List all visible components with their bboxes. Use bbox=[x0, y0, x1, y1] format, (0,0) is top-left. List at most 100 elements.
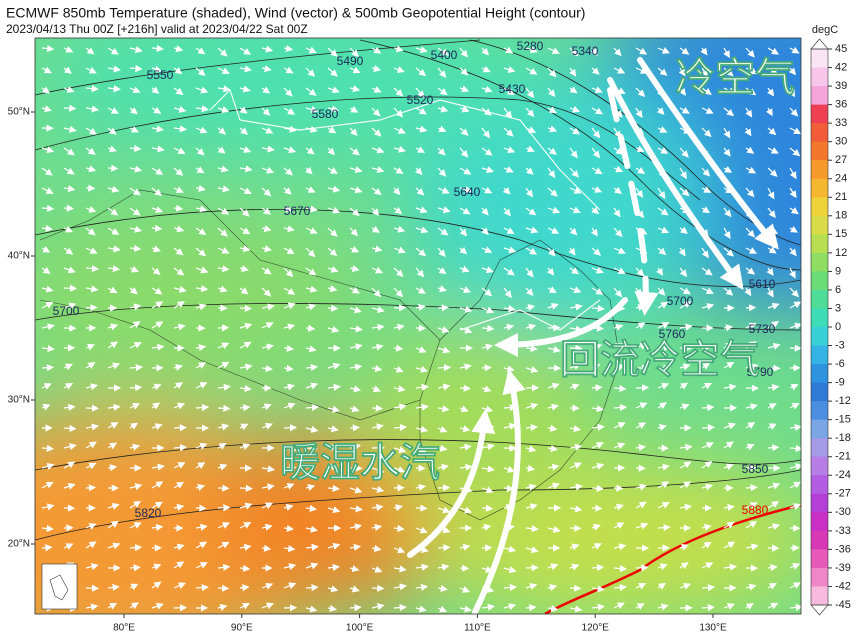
colorbar-top bbox=[811, 39, 828, 49]
colorbar-label: -24 bbox=[835, 469, 851, 481]
lon-label: 110°E bbox=[464, 623, 491, 634]
colorbar-label: -15 bbox=[835, 414, 851, 426]
lat-label: 30°N bbox=[8, 395, 30, 406]
wind-vector bbox=[130, 387, 141, 388]
colorbar-label: 15 bbox=[835, 228, 847, 240]
colorbar-segment bbox=[811, 438, 828, 457]
contour-label: 5280 bbox=[517, 39, 544, 53]
contour-label: 5580 bbox=[312, 107, 339, 121]
wind-vector bbox=[636, 567, 647, 568]
contour-label: 5700 bbox=[667, 294, 694, 308]
colorbar-label: -39 bbox=[835, 562, 851, 574]
colorbar-segment bbox=[811, 234, 828, 253]
colorbar-segment bbox=[811, 160, 828, 179]
contour-label: 5670 bbox=[284, 204, 311, 218]
colorbar-segment bbox=[811, 531, 828, 550]
wind-vector bbox=[196, 587, 208, 588]
contour-label: 5340 bbox=[572, 44, 599, 58]
colorbar-segment bbox=[811, 346, 828, 365]
wind-vector bbox=[526, 607, 535, 608]
wind-vector bbox=[482, 367, 491, 368]
colorbar-segment bbox=[811, 290, 828, 309]
wind-vector bbox=[64, 288, 76, 289]
wind-vector bbox=[592, 508, 601, 509]
colorbar-segment bbox=[811, 475, 828, 494]
lon-label: 120°E bbox=[582, 623, 610, 634]
wind-vector bbox=[108, 168, 117, 169]
contour-label: 5850 bbox=[742, 462, 769, 476]
contour-label: 5640 bbox=[454, 185, 481, 199]
colorbar-label: -9 bbox=[835, 377, 845, 389]
wind-vector bbox=[438, 367, 450, 368]
contour-label: 5730 bbox=[749, 322, 776, 336]
colorbar-label: -36 bbox=[835, 543, 851, 555]
colorbar-label: 9 bbox=[835, 265, 841, 277]
colorbar-label: -21 bbox=[835, 451, 851, 463]
contour-label: 5820 bbox=[135, 506, 162, 520]
colorbar-label: 45 bbox=[835, 43, 847, 55]
colorbar-label: -18 bbox=[835, 432, 851, 444]
annotation: 冷空气 bbox=[675, 55, 795, 101]
colorbar-label: 18 bbox=[835, 210, 847, 222]
colorbar-segment bbox=[811, 568, 828, 587]
wind-vector bbox=[328, 308, 337, 309]
contour-label: 5610 bbox=[749, 277, 776, 291]
wind-vector bbox=[284, 427, 296, 428]
colorbar-label: -12 bbox=[835, 395, 851, 407]
wind-vector bbox=[86, 307, 97, 308]
wind-vector bbox=[240, 308, 251, 309]
wind-vector bbox=[746, 487, 757, 488]
contour-label: 5400 bbox=[431, 48, 458, 62]
lon-label: 100°E bbox=[346, 623, 374, 634]
subtitle: 2023/04/13 Thu 00Z [+216h] valid at 2023… bbox=[6, 22, 308, 36]
wind-vector bbox=[438, 307, 448, 308]
colorbar-label: 12 bbox=[835, 247, 847, 259]
colorbar-segment bbox=[811, 271, 828, 290]
colorbar-segment bbox=[811, 197, 828, 216]
colorbar-label: 39 bbox=[835, 80, 847, 92]
wind-vector bbox=[702, 427, 714, 428]
colorbar-label: 0 bbox=[835, 321, 841, 333]
colorbar-segment bbox=[811, 308, 828, 327]
wind-vector bbox=[86, 487, 95, 488]
wind-vector bbox=[218, 408, 229, 409]
colorbar-segment bbox=[811, 494, 828, 513]
colorbar-label: 30 bbox=[835, 136, 847, 148]
wind-vector bbox=[130, 547, 141, 548]
colorbar-segment bbox=[811, 364, 828, 383]
wind-vector bbox=[702, 587, 714, 588]
lat-label: 20°N bbox=[8, 539, 30, 550]
wind-vector bbox=[350, 427, 359, 428]
contour-label: 5550 bbox=[147, 68, 174, 82]
colorbar-segment bbox=[811, 327, 828, 346]
colorbar-label: 42 bbox=[835, 61, 847, 73]
contour-label: 5700 bbox=[53, 304, 80, 318]
colorbar-label: -45 bbox=[835, 599, 851, 611]
lon-label: 130°E bbox=[699, 623, 727, 634]
wind-vector bbox=[64, 428, 75, 429]
wind-vector bbox=[438, 547, 449, 548]
wind-vector bbox=[394, 607, 406, 608]
colorbar-segment bbox=[811, 549, 828, 568]
colorbar-segment bbox=[811, 216, 828, 235]
wind-vector bbox=[658, 527, 670, 528]
colorbar-label: 33 bbox=[835, 117, 847, 129]
colorbar-segment bbox=[811, 49, 828, 68]
wind-vector bbox=[42, 367, 53, 368]
colorbar-label: 6 bbox=[835, 284, 841, 296]
colorbar-segment bbox=[811, 401, 828, 420]
wind-vector bbox=[130, 567, 140, 568]
colorbar-segment bbox=[811, 123, 828, 142]
colorbar-segment bbox=[811, 512, 828, 531]
wind-vector bbox=[42, 448, 53, 449]
wind-vector bbox=[460, 568, 468, 569]
lon-label: 80°E bbox=[113, 623, 135, 634]
colorbar-label: -6 bbox=[835, 358, 845, 370]
wind-vector bbox=[614, 488, 622, 489]
colorbar-segment bbox=[811, 420, 828, 439]
colorbar-label: -33 bbox=[835, 525, 851, 537]
colorbar-segment bbox=[811, 586, 828, 605]
colorbar-label: -3 bbox=[835, 339, 845, 351]
colorbar-segment bbox=[811, 253, 828, 272]
